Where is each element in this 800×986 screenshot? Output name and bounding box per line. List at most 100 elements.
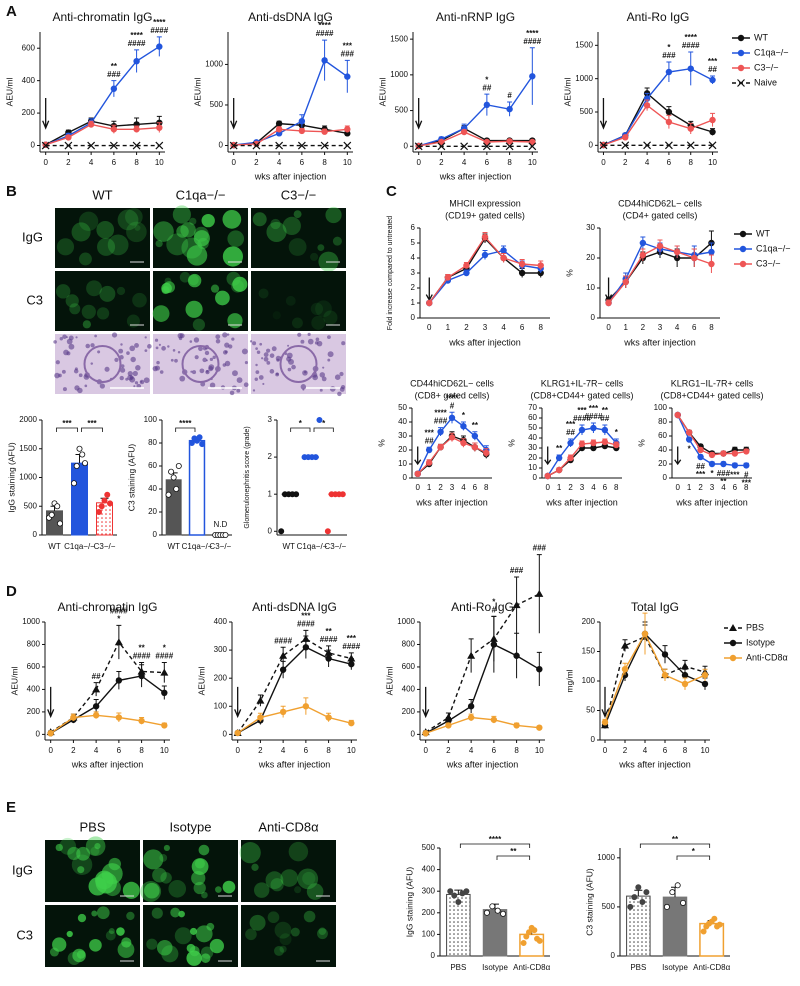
- marker: [701, 680, 709, 688]
- histology-nucleus: [154, 365, 161, 371]
- significance-label: **: [472, 421, 479, 430]
- x-tick-label: 3: [450, 483, 455, 492]
- data-point: [98, 503, 105, 510]
- fluorescence-spot: [134, 224, 141, 231]
- y-tick-label: 600: [22, 43, 36, 52]
- histology-nucleus: [232, 370, 238, 377]
- image-column-label: WT: [92, 187, 112, 202]
- marker: [590, 444, 597, 452]
- fluorescence-spot: [222, 880, 236, 894]
- legend-label: C3−/−: [754, 62, 779, 72]
- marker: [737, 64, 745, 72]
- x-tick-label: 2: [66, 158, 71, 167]
- fluorescence-spot: [88, 877, 107, 896]
- x-tick-label: 4: [675, 323, 680, 332]
- marker: [536, 666, 543, 673]
- chart-title: CD44hiCD62L− cells: [618, 198, 702, 208]
- fluorescence-spot: [152, 867, 167, 883]
- fluorescence-spot: [201, 891, 208, 899]
- histology-nucleus: [132, 370, 138, 377]
- significance-label: ****: [130, 31, 143, 40]
- micrograph: [251, 208, 346, 268]
- marker: [275, 120, 283, 127]
- histology-nucleus: [321, 376, 327, 382]
- data-point: [525, 929, 532, 936]
- significance-label: **: [720, 477, 727, 486]
- significance-label: ***: [742, 479, 752, 488]
- y-tick-label: 80: [658, 417, 667, 426]
- histology-nucleus: [90, 343, 95, 348]
- significance-label: ####: [523, 37, 541, 46]
- histology-nucleus: [75, 336, 78, 339]
- marker: [709, 128, 716, 136]
- histology-nucleus: [314, 341, 319, 345]
- bar: [188, 439, 206, 536]
- y-tick-label: 1: [268, 489, 273, 498]
- data-point: [339, 491, 346, 498]
- fluorescence-spot: [185, 300, 203, 318]
- y-tick-label: 0: [153, 530, 158, 539]
- marker: [590, 424, 597, 432]
- data-point: [222, 532, 229, 539]
- marker: [621, 641, 629, 649]
- fluorescence-spot: [94, 842, 101, 850]
- marker: [681, 662, 689, 670]
- significance-label: ####: [133, 652, 151, 661]
- injection-arrow: [47, 686, 55, 719]
- significance-label: ####: [297, 620, 315, 629]
- fluorescence-spot: [166, 233, 189, 256]
- micrograph: [251, 271, 346, 331]
- fluorescence-spot: [195, 925, 213, 943]
- data-point: [73, 462, 80, 469]
- data-point: [483, 909, 490, 916]
- y-tick-label: 1000: [19, 473, 37, 482]
- significance-label: ##: [92, 672, 101, 681]
- histology-nucleus: [66, 351, 71, 356]
- histology-nucleus: [312, 374, 319, 381]
- significance-label: ##: [482, 83, 491, 92]
- significance-label: ####: [110, 606, 128, 615]
- y-axis-label: AEU/ml: [377, 77, 387, 106]
- significance-label: ***: [343, 41, 353, 50]
- data-point: [680, 899, 687, 906]
- injection-arrow: [230, 98, 238, 130]
- histology-nucleus: [244, 361, 248, 365]
- fluorescence-spot: [279, 933, 292, 946]
- marker: [621, 666, 629, 673]
- y-tick-label: 200: [402, 707, 416, 716]
- y-tick-label: 400: [22, 76, 36, 85]
- fluorescence-spot: [97, 237, 116, 256]
- chart-title: Anti-chromatin IgG: [52, 10, 152, 24]
- x-tick-label: 1: [687, 483, 692, 492]
- histology-nucleus: [194, 355, 199, 360]
- y-tick-label: 70: [528, 403, 537, 412]
- x-tick-label: 4: [461, 483, 466, 492]
- x-tick-label: 0: [235, 746, 240, 755]
- y-axis-label: %: [636, 439, 646, 447]
- y-tick-label: 2: [411, 283, 416, 292]
- y-tick-label: 40: [398, 417, 407, 426]
- y-tick-label: 0: [411, 729, 416, 738]
- fluorescence-spot: [270, 218, 281, 230]
- marker: [673, 248, 681, 256]
- marker: [601, 426, 609, 434]
- histology-nucleus: [252, 341, 257, 346]
- x-tick-label: C1qa−/−: [182, 542, 213, 551]
- y-tick-label: 30: [528, 443, 537, 452]
- x-tick-label: 6: [300, 158, 305, 167]
- x-tick-label: 6: [733, 483, 738, 492]
- series-line: [418, 131, 533, 147]
- histology-nucleus: [161, 346, 166, 351]
- significance-label: ***: [577, 406, 587, 415]
- image-row-label: IgG: [22, 229, 43, 244]
- histology-nucleus: [85, 343, 91, 349]
- marker: [437, 444, 444, 451]
- histology-nucleus: [119, 367, 126, 373]
- significance-label: ####: [320, 635, 338, 644]
- significance-label: *: [462, 411, 466, 420]
- fluorescence-spot: [186, 245, 208, 266]
- histology-nucleus: [271, 346, 277, 352]
- marker: [643, 141, 652, 150]
- x-tick-label: 8: [139, 746, 144, 755]
- injection-arrow: [422, 686, 430, 719]
